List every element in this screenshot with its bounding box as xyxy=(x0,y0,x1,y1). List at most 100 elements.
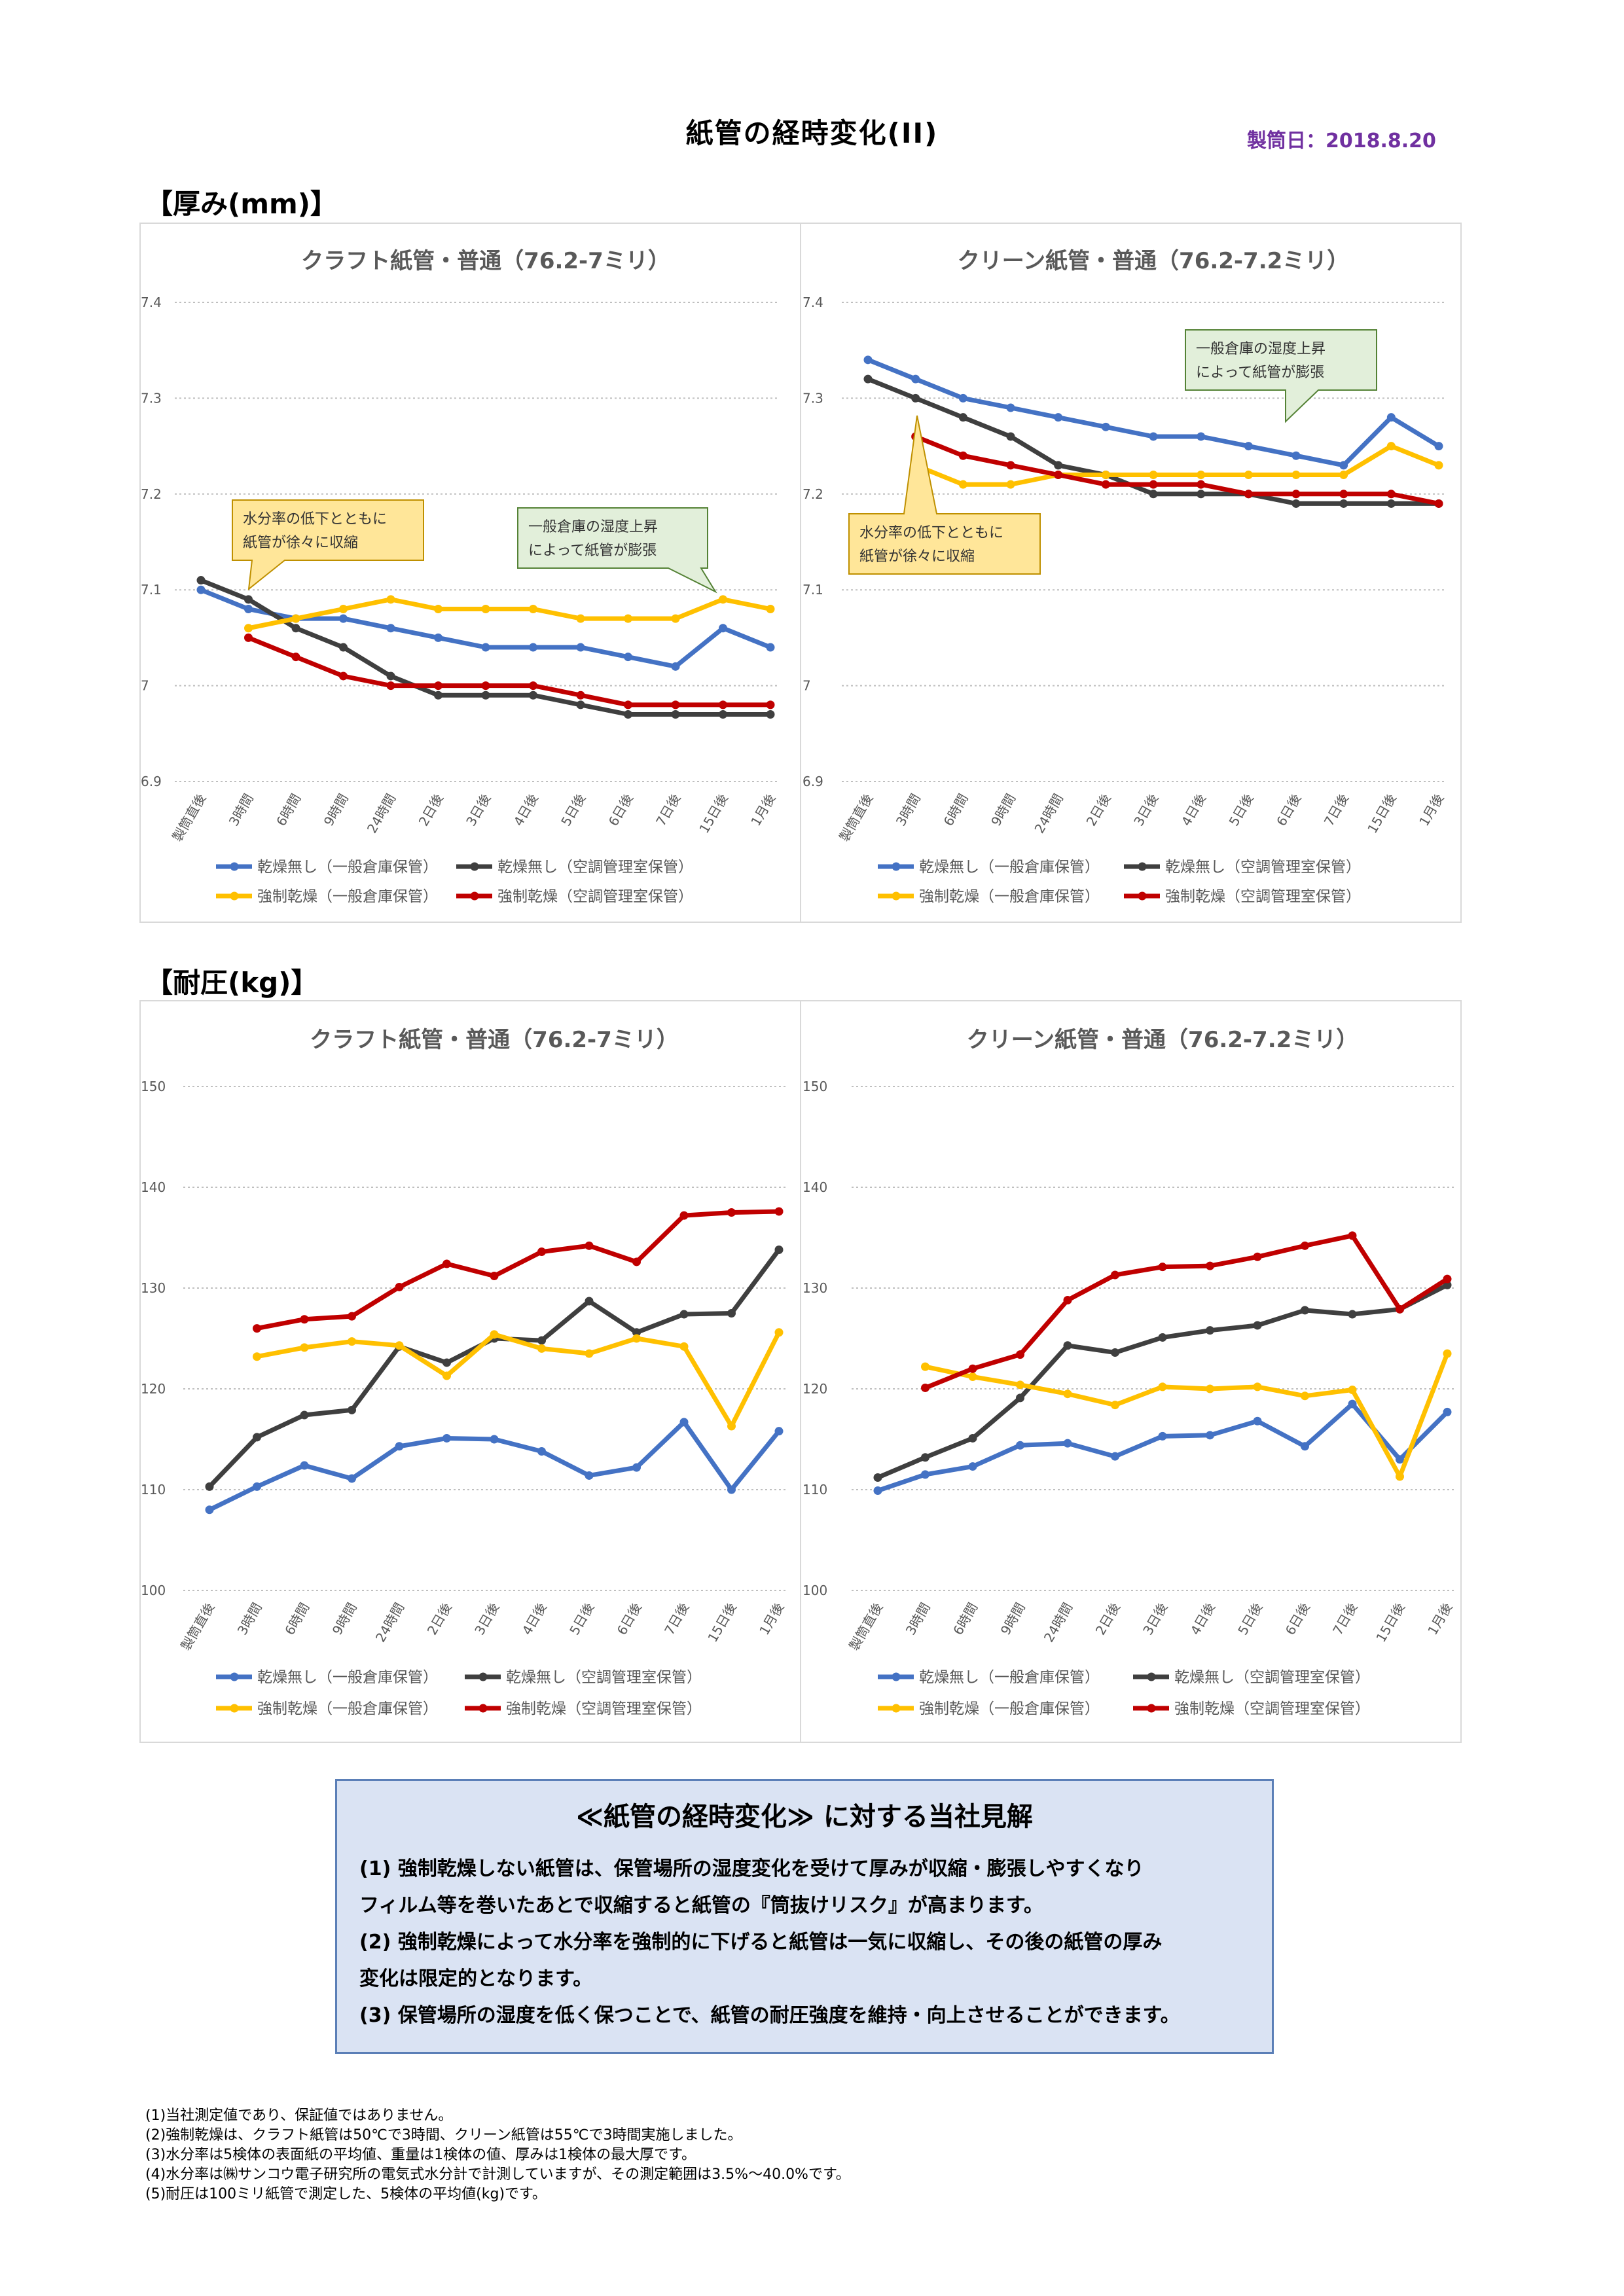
data-point xyxy=(1197,480,1206,489)
data-point xyxy=(719,710,727,719)
data-point xyxy=(196,576,206,585)
legend-marker xyxy=(470,891,479,901)
data-point xyxy=(253,1433,261,1442)
x-tick-label: 6日後 xyxy=(614,1600,645,1638)
data-point xyxy=(434,633,442,642)
data-point xyxy=(958,480,967,489)
legend-marker xyxy=(1138,862,1147,871)
legend-label: 強制乾燥（一般倉庫保管） xyxy=(257,888,438,905)
y-tick-label: 7.1 xyxy=(141,582,162,598)
data-point xyxy=(1054,413,1063,422)
data-point xyxy=(632,1257,641,1266)
data-point xyxy=(727,1422,736,1431)
x-tick-label: 6時間 xyxy=(281,1600,312,1638)
callout-text: 紙管が徐々に収縮 xyxy=(243,535,358,551)
data-point xyxy=(1158,1263,1167,1272)
data-point xyxy=(537,1344,546,1353)
data-point xyxy=(624,700,632,709)
data-point xyxy=(434,691,442,700)
data-point xyxy=(921,1362,929,1371)
x-tick-label: 15日後 xyxy=(704,1600,740,1645)
data-point xyxy=(727,1309,736,1318)
data-point xyxy=(339,672,348,681)
data-point xyxy=(1291,499,1301,508)
data-point xyxy=(1253,1252,1262,1261)
x-tick-label: 6時間 xyxy=(950,1600,981,1638)
legend-marker xyxy=(478,1672,488,1681)
x-tick-label: 7日後 xyxy=(653,791,683,829)
data-point xyxy=(1158,1431,1167,1441)
legend-label: 乾燥無し（空調管理室保管） xyxy=(1174,1669,1370,1686)
legend-label: 乾燥無し（空調管理室保管） xyxy=(1165,859,1361,876)
x-tick-label: 5日後 xyxy=(566,1600,597,1638)
series-line xyxy=(923,1233,1450,1390)
data-point xyxy=(921,1470,929,1479)
data-point xyxy=(481,643,490,652)
data-point xyxy=(1301,1306,1309,1315)
data-point xyxy=(1396,1304,1404,1314)
data-point xyxy=(348,1312,356,1321)
data-point xyxy=(585,1297,594,1306)
data-point xyxy=(1443,1349,1452,1358)
x-tick-label: 3時間 xyxy=(226,791,257,829)
opinion-line: (1) 強制乾燥しない紙管は、保管場所の湿度変化を受けて厚みが収縮・膨張しやすく… xyxy=(359,1857,1144,1880)
callout-text: 紙管が徐々に収縮 xyxy=(859,548,975,565)
data-point xyxy=(766,604,775,613)
data-point xyxy=(719,595,727,604)
data-point xyxy=(1348,1231,1357,1240)
y-tick-label: 7 xyxy=(141,678,149,694)
data-point xyxy=(1149,471,1158,480)
data-point xyxy=(774,1245,784,1254)
data-point xyxy=(679,1211,689,1220)
y-tick-label: 120 xyxy=(803,1381,827,1397)
series-line xyxy=(255,1330,782,1429)
data-point xyxy=(1016,1393,1024,1403)
data-point xyxy=(968,1462,977,1471)
y-tick-label: 120 xyxy=(141,1381,166,1397)
opinion-line: (2) 強制乾燥によって水分率を強制的に下げると紙管は一気に収縮し、その後の紙管… xyxy=(359,1931,1163,1954)
data-point xyxy=(291,624,300,633)
data-point xyxy=(1348,1386,1357,1395)
data-point xyxy=(968,1364,977,1373)
data-point xyxy=(1206,1326,1214,1335)
data-point xyxy=(1301,1241,1309,1250)
data-point xyxy=(671,710,680,719)
data-point xyxy=(911,374,920,384)
legend-label: 強制乾燥（一般倉庫保管） xyxy=(257,1700,438,1717)
data-point xyxy=(1149,490,1158,499)
x-tick-label: 24時間 xyxy=(1031,791,1066,836)
callout-box xyxy=(232,499,424,591)
data-point xyxy=(632,1328,641,1337)
data-point xyxy=(1434,499,1443,508)
y-tick-label: 7.2 xyxy=(141,486,162,502)
series-line xyxy=(246,597,773,631)
legend-marker xyxy=(1147,1672,1156,1681)
y-tick-label: 150 xyxy=(803,1079,827,1094)
legend-label: 強制乾燥（空調管理室保管） xyxy=(1174,1700,1370,1717)
footnote: (5)耐圧は100ミリ紙管で測定した、5検体の平均値(kg)です。 xyxy=(145,2186,547,2202)
x-tick-label: 1月後 xyxy=(1424,1600,1455,1638)
y-tick-label: 7.1 xyxy=(803,582,823,598)
section-heading-thickness: 【厚み(mm)】 xyxy=(145,188,338,220)
data-point xyxy=(481,604,490,613)
x-tick-label: 製筒直後 xyxy=(846,1600,886,1653)
y-tick-label: 7.3 xyxy=(803,390,823,406)
footnote: (2)強制乾燥は、クラフト紙管は50℃で3時間、クリーン紙管は55℃で3時間実施… xyxy=(145,2127,742,2144)
data-point xyxy=(624,653,632,662)
x-tick-label: 1月後 xyxy=(756,1600,787,1638)
x-tick-label: 9時間 xyxy=(988,791,1019,829)
x-tick-label: 3時間 xyxy=(234,1600,265,1638)
data-point xyxy=(339,614,348,623)
opinion-line: フィルム等を巻いたあとで収縮すると紙管の『筒抜けリスク』が高まります。 xyxy=(359,1894,1043,1917)
data-point xyxy=(968,1372,977,1382)
data-point xyxy=(1016,1441,1024,1450)
data-point xyxy=(1149,480,1158,489)
data-point xyxy=(632,1334,641,1343)
x-tick-label: 6日後 xyxy=(605,791,636,829)
series-line xyxy=(913,444,1441,487)
data-point xyxy=(291,614,300,623)
x-tick-label: 3日後 xyxy=(1130,791,1161,829)
y-tick-label: 130 xyxy=(141,1280,166,1296)
data-point xyxy=(1434,442,1443,451)
data-point xyxy=(490,1272,499,1281)
